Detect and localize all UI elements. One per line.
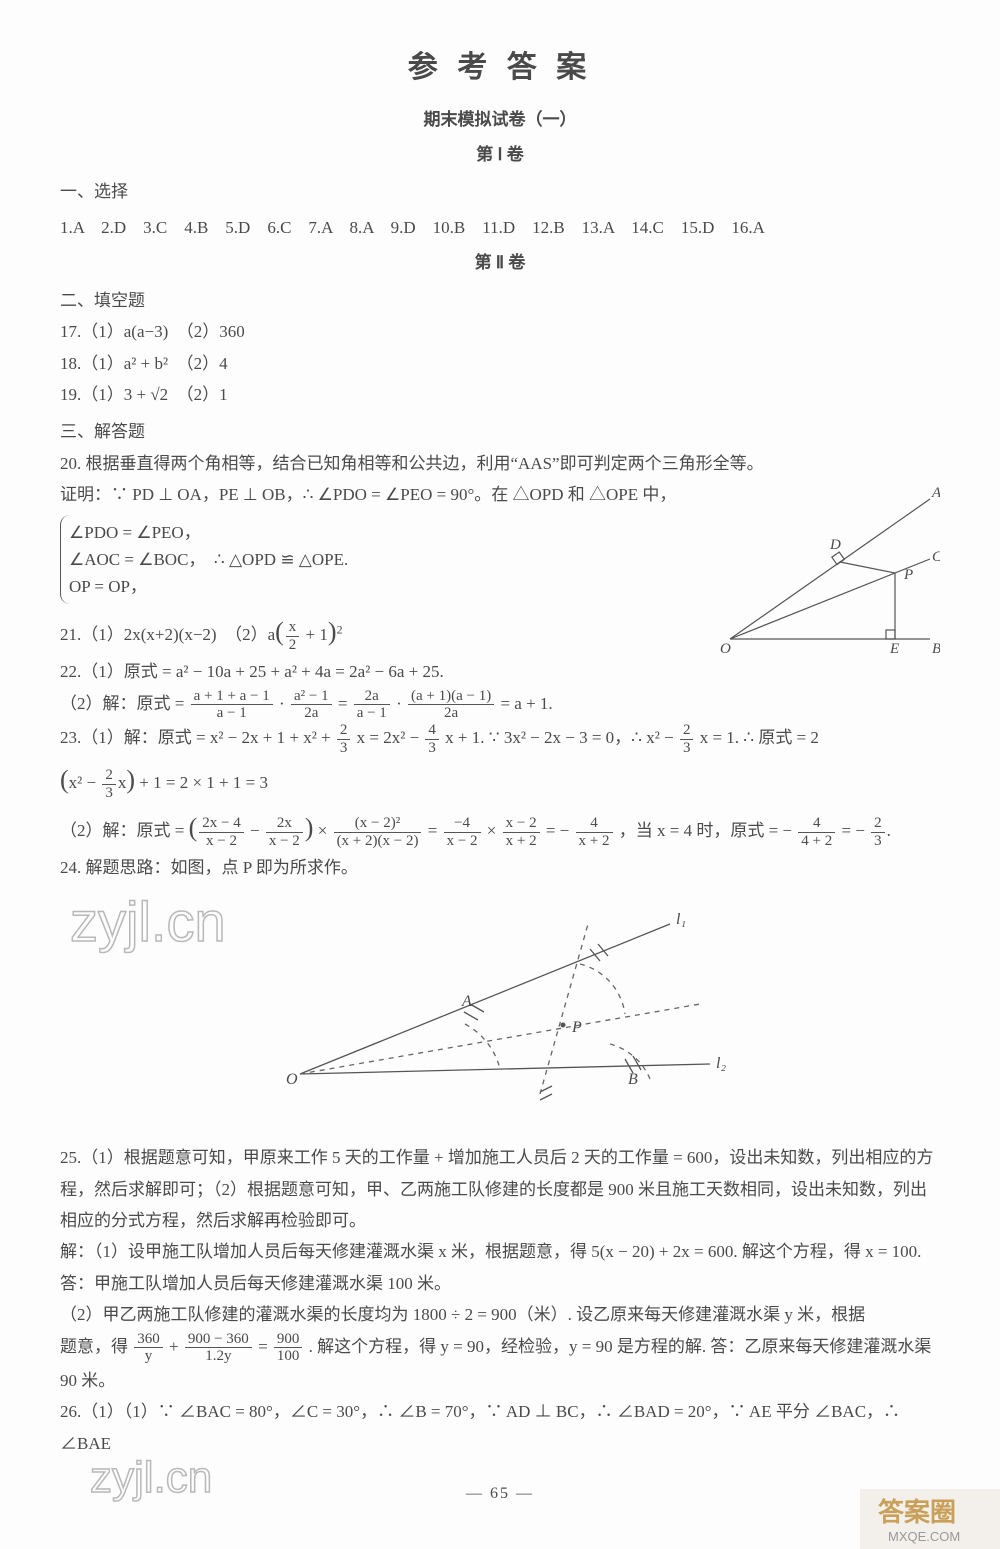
geo-l2: l₂ [716,1055,726,1072]
q23-1-cont: (x² − 23x) + 1 = 2 × 1 + 1 = 3 [60,756,940,804]
label-P: P [903,567,913,583]
label-B: B [932,641,940,657]
label-D: D [829,537,841,553]
q20-line2: 证明：∵ PD ⊥ OA，PE ⊥ OB，∴ ∠PDO = ∠PEO = 90°… [60,479,710,510]
q25d-head: 题意，得 [60,1337,132,1356]
q21: 21.（1）2x(x+2)(x−2) （2）a(x2 + 1)2 [60,608,710,656]
geo-l1: l₁ [676,911,686,928]
section-1-heading: 一、选择 [60,176,940,207]
frac-num: x [286,619,300,637]
brace-line2: ∠AOC = ∠BOC， ∴ △OPD ≌ △OPE. [69,546,348,573]
section-2-heading: 二、填空题 [60,285,940,316]
choice-answers: 1.A 2.D 3.C 4.B 5.D 6.C 7.A 8.A 9.D 10.B… [60,212,940,243]
q25c: （2）甲乙两施工队修建的灌溉水渠的长度均为 1800 ÷ 2 = 900（米）.… [60,1299,940,1330]
part-2-heading: 第 Ⅱ 卷 [60,247,940,278]
triangle-diagram: O A B C D E P [710,479,940,659]
q20-line1: 20. 根据垂直得两个角相等，结合已知角相等和公共边，利用“AAS”即可判定两个… [60,448,940,479]
q21-tail: + 1 [301,625,328,644]
geo-B: B [628,1071,638,1088]
part-1-heading: 第 Ⅰ 卷 [60,139,940,170]
q18: 18.（1）a² + b² （2）4 [60,348,940,379]
q23-2g: = − [841,821,869,840]
q17: 17.（1）a(a−3) （2）360 [60,316,940,347]
page-title: 参 考 答 案 [60,40,940,96]
label-E: E [889,641,899,657]
q25b: 解：（1）设甲施工队增加人员后每天修建灌溉水渠 x 米，根据题意，得 5(x −… [60,1236,940,1299]
q25d: 题意，得 360y + 900 − 3601.2y = 900100 . 解这个… [60,1331,940,1397]
q23-2b: × [318,821,332,840]
frac-den: 2 [286,637,300,654]
q23-2e: = − [546,821,574,840]
q20-proof-row: 证明：∵ PD ⊥ OA，PE ⊥ OB，∴ ∠PDO = ∠PEO = 90°… [60,479,940,688]
brace-line3: OP = OP， [69,573,348,600]
q23-1b: x = 2x² − [357,728,424,747]
brace-line1: ∠PDO = ∠PEO， [69,519,348,546]
badge-text: 答案圈 [878,1497,956,1527]
q26: 26.（1）（1）∵ ∠BAC = 80°，∠C = 30°，∴ ∠B = 70… [60,1396,940,1459]
geo-A: A [461,993,472,1010]
brace-system: ∠PDO = ∠PEO， ∠AOC = ∠BOC， ∴ △OPD ≌ △OPE.… [60,515,348,605]
q23-2: （2）解：原式 = (2x − 4x − 2 − 2xx − 2) × (x −… [60,804,940,852]
badge-url: MXQE.COM [888,1529,960,1544]
q22-2: （2）解：原式 = a + 1 + a − 1a − 1 · a² − 12a … [60,688,940,722]
exam-subtitle: 期末模拟试卷（一） [60,104,940,135]
geo-O: O [286,1071,298,1088]
geo-P: P [571,1019,582,1036]
q23-2a: （2）解：原式 = [60,821,189,840]
q22-2-tail: = a + 1. [500,694,552,713]
q22-2-head: （2）解：原式 = [60,694,189,713]
label-O: O [720,641,731,657]
q22-1: 22.（1）原式 = a² − 10a + 25 + a² + 4a = 2a²… [60,656,710,687]
q24: 24. 解题思路：如图，点 P 即为所求作。 [60,852,940,883]
page-number: — 65 — [60,1479,940,1509]
q23-1e: + 1 = 2 × 1 + 1 = 3 [139,773,268,792]
q23-1c: x + 1. ∵ 3x² − 2x − 3 = 0，∴ x² − [445,728,678,747]
q25a: 25.（1）根据题意可知，甲原来工作 5 天的工作量 + 增加施工人员后 2 天… [60,1142,940,1236]
construction-figure: O A B P l₁ l₂ [60,894,940,1124]
q23-1: 23.（1）解：原式 = x² − 2x + 1 + x² + 23 x = 2… [60,722,940,756]
label-A: A [931,485,940,501]
q21-text: 21.（1）2x(x+2)(x−2) （2）a [60,625,275,644]
q23-1a: 23.（1）解：原式 = x² − 2x + 1 + x² + [60,728,335,747]
q23-1d: x = 1. ∴ 原式 = 2 [700,728,819,747]
q23-2c: = [428,821,442,840]
corner-badge: 答案圈 MXQE.COM [860,1489,1000,1549]
section-3-heading: 三、解答题 [60,416,940,447]
q19: 19.（1）3 + √2 （2）1 [60,379,940,410]
label-C: C [932,549,940,565]
q23-2f: ，当 x = 4 时，原式 = − [619,821,797,840]
q23-2d: × [487,821,501,840]
